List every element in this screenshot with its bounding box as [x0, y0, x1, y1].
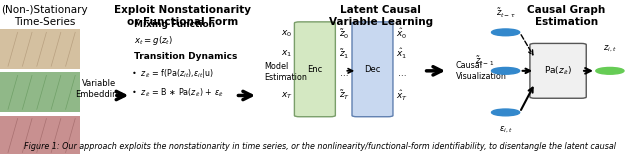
Text: Dec: Dec	[364, 65, 381, 74]
Text: ...: ...	[340, 69, 349, 78]
Text: $\hat{x}_T$: $\hat{x}_T$	[396, 88, 408, 103]
Text: Causal
Visualization: Causal Visualization	[456, 61, 506, 81]
Text: Variable
Embedding: Variable Embedding	[76, 79, 123, 99]
Text: Pa($z_{it}$): Pa($z_{it}$)	[544, 65, 572, 77]
Text: Exploit Nonstationarity
or Functional Form: Exploit Nonstationarity or Functional Fo…	[114, 5, 251, 27]
Text: $x_0$: $x_0$	[281, 29, 292, 39]
Bar	[0, 72, 80, 112]
Text: $x_t = g(z_t)$: $x_t = g(z_t)$	[134, 34, 173, 47]
Text: •  $z_{it}$ = B ∗ Pa($z_{it}$) + $\epsilon_{it}$: • $z_{it}$ = B ∗ Pa($z_{it}$) + $\epsilo…	[131, 86, 225, 99]
FancyBboxPatch shape	[530, 43, 586, 98]
Text: $\tilde{z}_T$: $\tilde{z}_T$	[339, 89, 350, 102]
Text: Enc: Enc	[307, 65, 323, 74]
Bar	[0, 116, 80, 154]
Text: $\tilde{z}_0$: $\tilde{z}_0$	[339, 27, 349, 41]
Text: $x_T$: $x_T$	[281, 90, 292, 101]
Text: ...: ...	[282, 69, 291, 78]
FancyBboxPatch shape	[352, 22, 393, 117]
Text: Mixing Function: Mixing Function	[134, 20, 216, 29]
Text: Transition Dynamics: Transition Dynamics	[134, 53, 238, 61]
Text: (Non-)Stationary
Time-Series: (Non-)Stationary Time-Series	[1, 5, 88, 27]
Text: ...: ...	[397, 69, 406, 78]
Text: $\epsilon_{i,t}$: $\epsilon_{i,t}$	[499, 125, 513, 135]
Text: $\tilde{z}_{t-1}$: $\tilde{z}_{t-1}$	[475, 55, 494, 68]
Text: $\tilde{z}_1$: $\tilde{z}_1$	[339, 47, 349, 61]
Text: Model
Estimation: Model Estimation	[264, 62, 307, 82]
Circle shape	[492, 67, 520, 74]
Text: $\tilde{z}_{t-\tau}$: $\tilde{z}_{t-\tau}$	[496, 6, 515, 20]
Text: Causal Graph
Estimation: Causal Graph Estimation	[527, 5, 605, 27]
Text: $z_{i,t}$: $z_{i,t}$	[603, 44, 617, 54]
Circle shape	[596, 67, 624, 74]
Circle shape	[492, 29, 520, 36]
Text: Figure 1: Our approach exploits the nonstationarity in time series, or the nonli: Figure 1: Our approach exploits the nons…	[24, 142, 616, 151]
Text: Latent Causal
Variable Learning: Latent Causal Variable Learning	[329, 5, 433, 27]
Text: $x_1$: $x_1$	[281, 49, 292, 59]
Text: •  $z_{it}$ = f(Pa($z_{it}$),$\epsilon_{it}|$u): • $z_{it}$ = f(Pa($z_{it}$),$\epsilon_{i…	[131, 67, 214, 80]
FancyBboxPatch shape	[294, 22, 335, 117]
Circle shape	[492, 109, 520, 116]
Text: $\hat{x}_1$: $\hat{x}_1$	[396, 47, 408, 61]
Bar	[0, 29, 80, 69]
Text: $\hat{x}_0$: $\hat{x}_0$	[396, 27, 408, 41]
